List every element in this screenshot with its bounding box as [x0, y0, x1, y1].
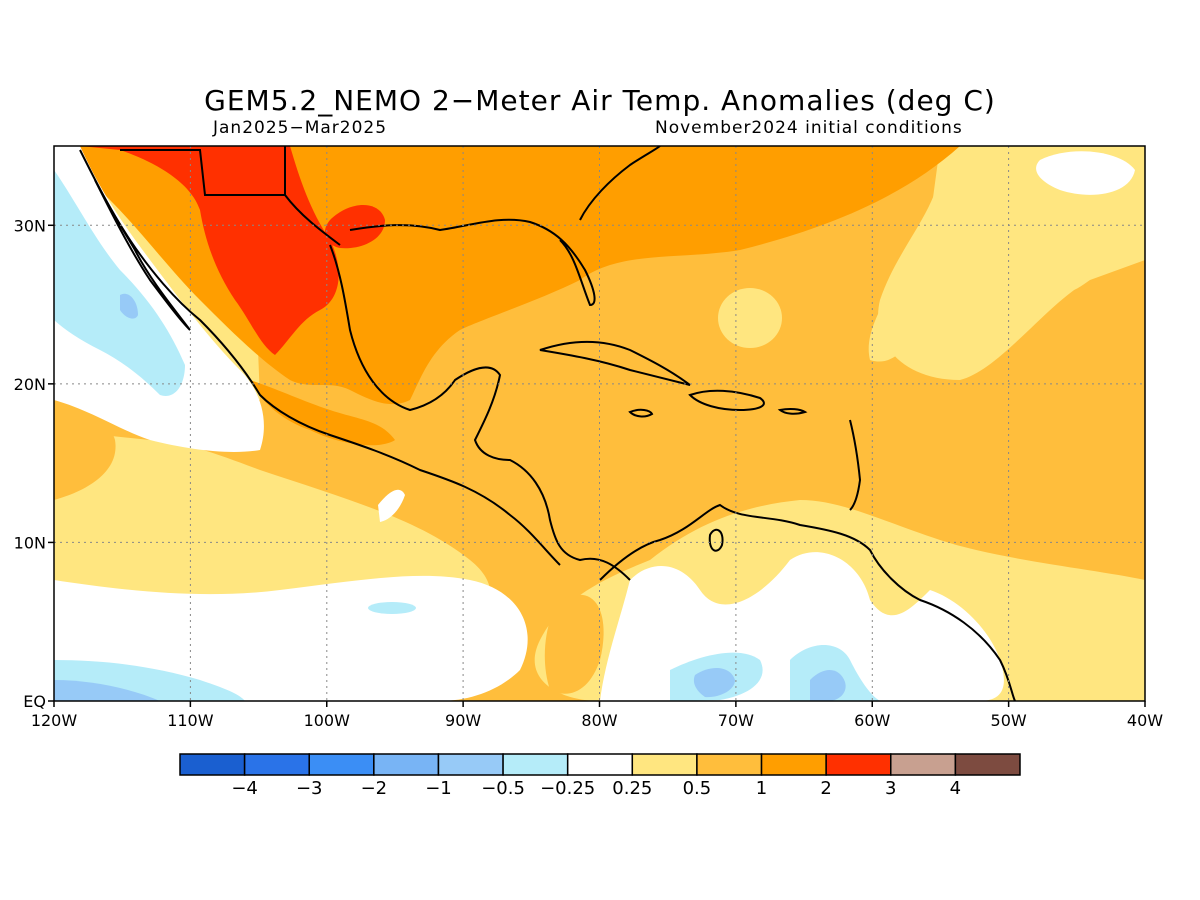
colorbar-label: −4: [231, 778, 258, 799]
lon-tick-label: 40W: [1127, 711, 1163, 730]
lon-tick-label: 100W: [304, 711, 351, 730]
anomaly-shade-neg-0.25-0.5: [54, 170, 185, 396]
initial-conditions: November2024 initial conditions: [655, 118, 963, 138]
lon-tick-label: 70W: [718, 711, 754, 730]
anomaly-shade-neutral: [54, 146, 264, 452]
us-gulf-coast: [349, 218, 596, 307]
longitude-axis: 120W 110W 100W 90W 80W 70W 60W 50W 40W: [31, 701, 1163, 730]
anomaly-shade-neg-0.5-1: [693, 668, 735, 698]
lat-tick-label: 30N: [14, 216, 46, 235]
lake-maracaibo: [708, 528, 724, 552]
colorbar-swatch: [243, 753, 310, 776]
colorbar-label: 0.25: [612, 778, 652, 799]
lat-tick-label: 10N: [14, 533, 46, 552]
jamaica: [628, 408, 654, 418]
colorbar-swatch: [437, 753, 504, 776]
colorbar-swatch: [631, 753, 698, 776]
colorbar-label: −1: [425, 778, 452, 799]
colorbar-label: −3: [296, 778, 323, 799]
lon-tick-label: 120W: [31, 711, 78, 730]
colorbar-swatch: [373, 753, 440, 776]
lesser-antilles: [849, 419, 862, 511]
lon-tick-label: 60W: [854, 711, 890, 730]
colorbar-label: −0.25: [540, 778, 595, 799]
colorbar-swatch: [502, 753, 569, 776]
latitude-axis: EQ 10N 20N 30N: [14, 216, 54, 711]
map-title: GEM5.2_NEMO 2−Meter Air Temp. Anomalies …: [204, 84, 996, 117]
anomaly-shade-1-2: [250, 380, 395, 446]
us-mexico-border: [120, 146, 341, 246]
coastlines: [79, 146, 1016, 701]
forecast-period: Jan2025−Mar2025: [213, 118, 388, 138]
anomaly-shade-neg-0.25-0.5: [368, 602, 416, 614]
lat-tick-label: EQ: [23, 692, 46, 711]
anomaly-shade-0.25-0.5: [868, 146, 1145, 362]
anomaly-shade-0.5-1: [54, 416, 116, 500]
anomaly-shade-0.5-1: [544, 594, 604, 694]
colorbar-swatch: [696, 753, 763, 776]
anomaly-shade-0.25-0.5: [718, 288, 782, 348]
pacific-coast-mexico: [79, 149, 561, 566]
colorbar-swatch: [890, 753, 957, 776]
colorbar-label: 2: [820, 778, 831, 799]
colorbar-label: −0.5: [481, 778, 525, 799]
colorbar-label: 0.5: [683, 778, 712, 799]
cuba: [539, 340, 691, 386]
us-atlantic-coast: [579, 146, 661, 221]
anomaly-shade-neg-0.5-1: [810, 670, 846, 701]
colorbar-label: 3: [885, 778, 896, 799]
lon-tick-label: 80W: [581, 711, 617, 730]
colorbar-swatch: [179, 753, 246, 776]
lon-tick-label: 90W: [445, 711, 481, 730]
colorbar-swatch: [954, 753, 1021, 776]
colorbar-label: 1: [756, 778, 767, 799]
hispaniola: [688, 389, 765, 412]
gulf-of-mexico-coast: [329, 244, 631, 581]
colorbar-swatch: [825, 753, 892, 776]
anomaly-shade-neg-0.5-1: [54, 680, 160, 701]
lat-tick-label: 20N: [14, 375, 46, 394]
colorbar-label: 4: [950, 778, 961, 799]
lon-tick-label: 50W: [991, 711, 1027, 730]
puerto-rico: [777, 407, 808, 415]
colorbar-swatch: [566, 753, 634, 776]
lon-tick-label: 110W: [167, 711, 214, 730]
anomaly-shade-2-3: [80, 146, 339, 355]
anomaly-shade-neg-0.5-1: [120, 293, 138, 319]
anomaly-shade-neutral: [1036, 151, 1135, 195]
anomaly-shade-neutral: [378, 489, 405, 522]
colorbar: −4 −3 −2 −1 −0.5 −0.25 0.25 0.5 1 2 3 4: [179, 753, 1021, 799]
colorbar-swatch: [760, 753, 827, 776]
colorbar-label: −2: [361, 778, 388, 799]
colorbar-swatch: [308, 753, 375, 776]
south-america-north-coast: [599, 503, 1016, 701]
baja-california: [94, 179, 191, 331]
anomaly-shade-2-3: [324, 205, 385, 249]
graticule: [54, 146, 1145, 701]
